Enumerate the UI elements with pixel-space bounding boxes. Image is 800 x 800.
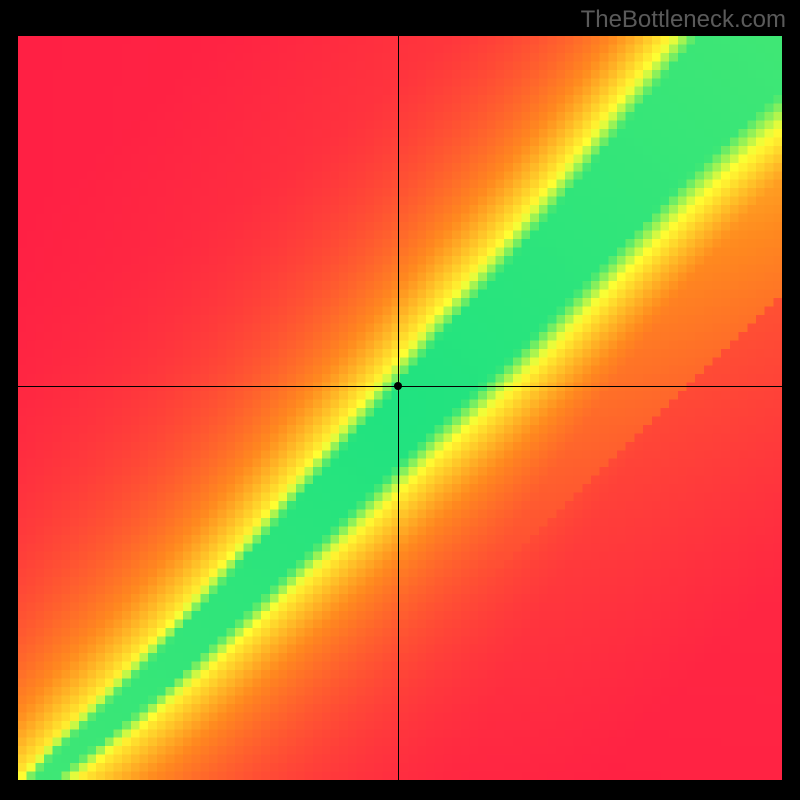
heatmap-canvas: [18, 36, 782, 780]
marker-point: [394, 382, 402, 390]
crosshair-vertical: [398, 36, 399, 780]
plot-area: [18, 36, 782, 780]
chart-container: TheBottleneck.com: [0, 0, 800, 800]
watermark-text: TheBottleneck.com: [581, 6, 786, 34]
